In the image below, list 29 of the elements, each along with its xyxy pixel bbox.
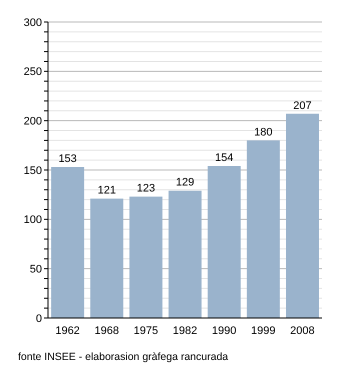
bar — [208, 166, 241, 318]
bar — [286, 114, 319, 318]
x-tick-label: 1968 — [94, 324, 119, 337]
x-tick-label: 1982 — [172, 324, 198, 337]
y-tick-label: 150 — [24, 164, 42, 177]
bar — [90, 198, 124, 318]
data-label: 153 — [58, 153, 77, 166]
data-label: 180 — [254, 126, 273, 138]
y-tick-label: 300 — [24, 16, 42, 29]
y-tick-label: 250 — [24, 66, 42, 78]
x-tick-label: 1975 — [134, 324, 158, 337]
x-tick-label: 1962 — [55, 324, 80, 337]
data-label: 123 — [136, 182, 156, 195]
bar — [51, 167, 84, 318]
x-tick-label: 1999 — [251, 324, 276, 337]
source-note: fonte INSEE - elaborasion gràfega rancurada — [18, 351, 228, 363]
data-label: 121 — [98, 184, 116, 197]
bar — [246, 140, 280, 318]
data-label: 154 — [215, 152, 234, 164]
x-tick-label: 2008 — [290, 324, 315, 337]
x-tick-label: 1990 — [212, 324, 236, 337]
y-tick-label: 200 — [24, 116, 42, 128]
bar — [129, 196, 162, 318]
y-tick-label: 0 — [36, 312, 42, 325]
y-tick-label: 100 — [24, 214, 42, 226]
data-label: 129 — [176, 176, 194, 189]
data-label: 207 — [293, 100, 312, 112]
bar — [168, 190, 202, 318]
y-tick-label: 50 — [30, 264, 42, 276]
